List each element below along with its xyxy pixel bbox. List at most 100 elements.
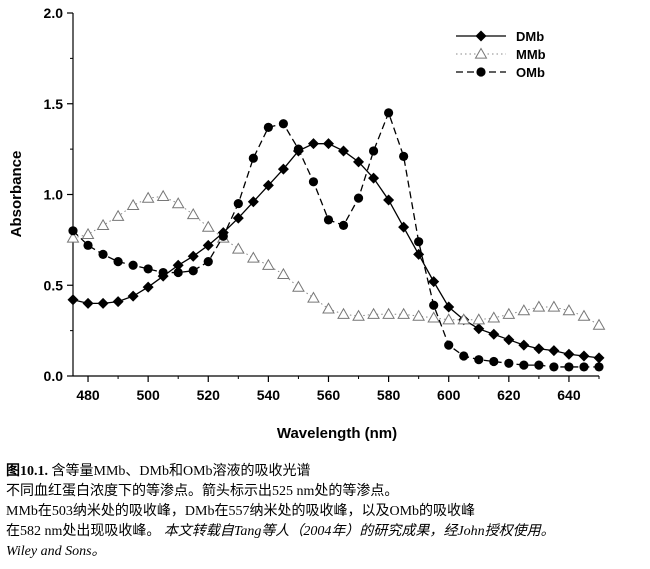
caption-line-4-text: 在582 nm处出现吸收峰。 — [6, 524, 161, 539]
data-point-omb — [338, 220, 349, 230]
caption-line-1: 图10.1. 含等量MMb、DMb和OMb溶液的吸收光谱 — [6, 462, 646, 482]
legend: DMb MMb OMb — [456, 29, 546, 80]
data-point-omb — [68, 226, 78, 236]
x-tick-label: 520 — [197, 387, 221, 403]
x-tick-label: 620 — [497, 387, 521, 403]
data-point-mmb — [517, 304, 531, 316]
data-point-mmb — [502, 307, 516, 319]
data-point-dmb — [277, 163, 289, 175]
data-point-omb — [83, 240, 93, 250]
data-point-omb — [113, 257, 123, 267]
data-point-dmb — [82, 297, 94, 309]
series-mmb — [66, 189, 606, 330]
data-point-dmb — [368, 172, 380, 184]
data-point-omb — [353, 193, 364, 203]
data-point-dmb — [578, 350, 590, 362]
data-point-omb — [128, 260, 138, 270]
data-point-omb — [384, 108, 394, 118]
y-tick-label: 0.5 — [44, 277, 64, 293]
y-tick-label: 0.0 — [44, 368, 64, 384]
data-point-mmb — [156, 189, 170, 201]
series-line-dmb — [72, 143, 600, 359]
data-point-omb — [594, 362, 604, 372]
data-point-mmb — [262, 258, 275, 270]
data-point-dmb — [518, 339, 530, 351]
data-point-dmb — [428, 276, 440, 288]
data-point-mmb — [397, 307, 410, 319]
data-point-omb — [444, 340, 454, 350]
data-point-omb — [459, 351, 469, 361]
data-point-omb — [489, 356, 499, 367]
data-point-mmb — [352, 309, 365, 321]
data-point-dmb — [142, 281, 154, 293]
data-point-mmb — [231, 242, 245, 254]
data-point-dmb — [398, 221, 410, 233]
data-point-mmb — [382, 307, 395, 319]
data-point-mmb — [277, 267, 290, 279]
data-point-omb — [414, 237, 424, 247]
y-tick-label: 2.0 — [44, 5, 64, 21]
data-point-omb — [248, 153, 258, 163]
figure-caption: 图10.1. 含等量MMb、DMb和OMb溶液的吸收光谱 不同血红蛋白浓度下的等… — [6, 462, 646, 562]
data-point-omb — [158, 267, 168, 278]
data-point-dmb — [232, 212, 244, 224]
series-omb — [68, 108, 604, 372]
data-point-mmb — [66, 231, 80, 243]
data-point-mmb — [562, 304, 576, 316]
x-tick-label: 500 — [136, 387, 160, 403]
caption-line-4: 在582 nm处出现吸收峰。 本文转载自Tang等人（2004年）的研究成果，经… — [6, 522, 646, 542]
data-point-dmb — [338, 145, 350, 157]
data-point-mmb — [487, 311, 501, 323]
data-point-omb — [519, 360, 529, 370]
data-point-omb — [534, 360, 544, 370]
data-point-dmb — [443, 301, 455, 313]
data-point-mmb — [532, 300, 546, 312]
data-point-dmb — [593, 352, 605, 364]
data-point-mmb — [592, 318, 606, 330]
data-point-mmb — [367, 307, 380, 319]
data-point-omb — [263, 122, 273, 132]
data-point-mmb — [427, 311, 441, 323]
data-point-dmb — [112, 296, 124, 308]
data-point-mmb — [307, 291, 320, 303]
absorption-spectrum-chart: 0.0 0.5 1.0 1.5 2.0 480 500 520 540 560 580 600 620 6… — [8, 5, 606, 442]
data-point-dmb — [353, 156, 365, 168]
data-point-mmb — [201, 220, 215, 232]
x-tick-label: 540 — [257, 387, 281, 403]
data-point-dmb — [563, 348, 575, 360]
data-point-mmb — [292, 280, 305, 292]
data-point-mmb — [81, 227, 95, 240]
data-point-mmb — [171, 197, 185, 209]
legend-marker-mmb — [474, 47, 488, 59]
data-point-mmb — [457, 313, 471, 325]
data-point-mmb — [246, 251, 260, 263]
figure-number: 图10.1. — [6, 464, 48, 479]
data-point-mmb — [141, 191, 155, 203]
data-point-omb — [474, 355, 484, 365]
data-point-omb — [143, 264, 153, 274]
data-point-omb — [98, 249, 108, 259]
x-tick-label: 560 — [317, 387, 341, 403]
y-tick-label: 1.0 — [44, 187, 64, 203]
data-point-dmb — [262, 179, 274, 191]
caption-credit: 本文转载自Tang等人（2004年）的研究成果，经John授权使用。 — [160, 524, 555, 539]
data-point-omb — [218, 231, 228, 241]
data-point-dmb — [172, 259, 184, 271]
data-point-dmb — [383, 194, 395, 206]
data-point-mmb — [186, 207, 200, 220]
series-dmb — [67, 138, 605, 364]
data-point-mmb — [547, 300, 561, 312]
data-point-omb — [504, 358, 514, 368]
data-point-omb — [293, 144, 304, 154]
data-point-dmb — [187, 250, 199, 262]
legend-marker-omb — [476, 67, 486, 77]
data-point-omb — [233, 198, 243, 209]
data-point-omb — [368, 146, 379, 156]
y-tick-label: 1.5 — [44, 96, 64, 112]
series-layer — [66, 108, 606, 372]
data-point-dmb — [307, 138, 319, 150]
x-tick-label: 600 — [437, 387, 461, 403]
caption-line-2: 不同血红蛋白浓度下的等渗点。箭头标示出525 nm处的等渗点。 — [6, 484, 399, 499]
data-point-omb — [278, 119, 288, 129]
data-point-omb — [579, 362, 589, 372]
